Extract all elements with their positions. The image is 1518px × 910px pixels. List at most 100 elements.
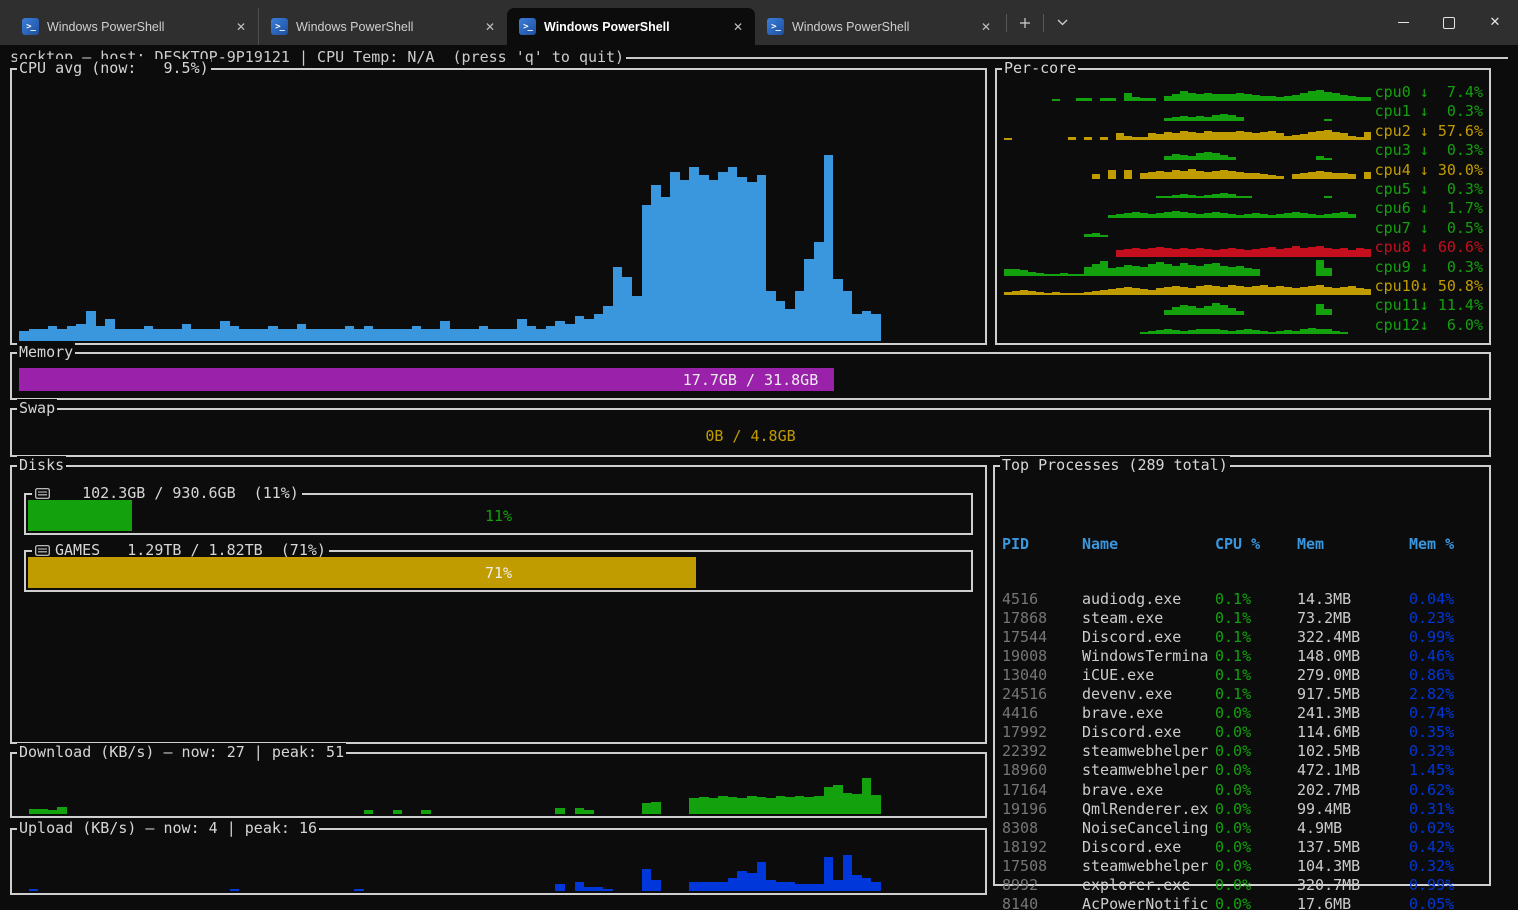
minimize-button[interactable] [1380,0,1426,45]
processes-rows: 4516audiodg.exe0.1%14.3MB0.04%17868steam… [995,590,1489,910]
terminal-screen[interactable]: socktop — host: DESKTOP-9P19121 | CPU Te… [0,45,1518,910]
tab[interactable]: >_Windows PowerShell✕ [10,8,258,45]
spark-bar [584,319,594,341]
tab-close-button[interactable]: ✕ [727,18,749,36]
spark-bar [709,180,719,341]
spark-bar [1164,264,1172,276]
spark-bar [1260,214,1268,218]
spark-bar [354,889,364,891]
spark-bar [38,329,48,341]
spark-bar [1148,290,1156,296]
process-cell: 19196 [1002,800,1082,819]
spark-bar [1236,249,1244,256]
spark-bar [1140,332,1148,334]
disk-gauge-games: GAMES 1.29TB / 1.82TB (71%) 71% [24,550,973,592]
tab-dropdown-button[interactable] [1047,8,1077,38]
spark-bar [651,880,661,891]
spark-bar [1228,115,1236,121]
process-cell: 0.1% [1215,628,1297,647]
spark-bar [527,326,537,341]
core-label: cpu0 ↓ 7.4% [1371,83,1485,102]
process-cell: 8992 [1002,876,1082,895]
spark-bar [1268,332,1276,334]
spark-bar [1108,170,1116,179]
process-cell: steam.exe [1082,609,1215,628]
spark-bar [1100,235,1108,237]
terminal-window: >_Windows PowerShell✕>_Windows PowerShel… [0,0,1518,910]
new-tab-button[interactable] [1010,8,1040,38]
spark-bar [1340,95,1348,102]
upload-panel: Upload (KB/s) — now: 4 | peak: 16 [10,828,987,895]
tab-close-button[interactable]: ✕ [975,18,997,36]
spark-bar [1308,132,1316,140]
process-row: 4516audiodg.exe0.1%14.3MB0.04% [995,590,1489,609]
chevron-down-icon [1057,19,1068,26]
process-cell: 4416 [1002,704,1082,723]
spark-bar [1276,286,1284,295]
process-row: 17164brave.exe0.0%202.7MB0.62% [995,781,1489,800]
spark-bar [642,803,652,814]
spark-bar [613,267,623,341]
spark-bar [1180,287,1188,295]
process-row: 19008WindowsTermina0.1%148.0MB0.46% [995,647,1489,666]
cpu-avg-title: CPU avg (now: 9.5%) [17,59,211,78]
upload-title: Upload (KB/s) — now: 4 | peak: 16 [17,819,319,838]
core-row-cpu9: cpu9 ↓ 0.3% [1004,258,1485,277]
close-button[interactable]: ✕ [1472,0,1518,45]
tab[interactable]: >_Windows PowerShell✕ [258,8,507,45]
spark-bar [1276,97,1284,102]
core-row-cpu1: cpu1 ↓ 0.3% [1004,102,1485,121]
tab[interactable]: >_Windows PowerShell✕ [755,8,1003,45]
spark-bar [747,182,757,341]
spark-bar [1212,115,1220,121]
spark-bar [1044,293,1052,296]
spark-bar [1212,329,1220,334]
process-cell: steamwebhelper [1082,857,1215,876]
spark-bar [1284,213,1292,218]
tab-close-button[interactable]: ✕ [230,18,252,36]
process-cell: 0.02% [1409,819,1489,838]
spark-bar [431,329,441,341]
spark-bar [1276,176,1284,179]
disk-gauge-bar: 71% [28,557,969,588]
process-row: 4416brave.exe0.0%241.3MB0.74% [995,704,1489,723]
spark-bar [1164,196,1172,199]
spark-bar [1092,264,1100,276]
spark-bar [1244,329,1252,334]
spark-bar [1172,133,1180,140]
process-cell: 202.7MB [1297,781,1409,800]
spark-bar [316,329,326,341]
spark-bar [1108,268,1116,276]
titlebar-drag-area[interactable] [1077,0,1380,45]
spark-bar [1172,170,1180,179]
tab-close-button[interactable]: ✕ [479,18,501,36]
spark-bar [1364,172,1371,179]
column-header: Mem [1297,535,1409,554]
download-title: Download (KB/s) — now: 27 | peak: 51 [17,743,346,762]
spark-bar [1244,268,1252,276]
spark-bar [393,329,403,341]
spark-bar [1268,175,1276,179]
process-cell: brave.exe [1082,781,1215,800]
process-cell: 114.6MB [1297,723,1409,742]
spark-bar [1236,311,1244,315]
maximize-button[interactable] [1426,0,1472,45]
core-sparkline [1004,102,1371,121]
spark-bar [1324,329,1332,334]
spark-bar [1156,288,1164,295]
spark-bar [29,809,39,814]
tab[interactable]: >_Windows PowerShell✕ [507,8,755,45]
process-cell: 8140 [1002,895,1082,910]
spark-bar [239,329,249,341]
spark-bar [1324,92,1332,101]
process-cell: Discord.exe [1082,838,1215,857]
spark-bar [230,889,240,891]
core-sparkline [1004,199,1371,218]
spark-bar [1220,266,1228,276]
spark-bar [488,329,498,341]
spark-bar [182,324,192,341]
process-cell: 0.99% [1409,628,1489,647]
spark-bar [747,873,757,891]
spark-bar [1316,90,1324,101]
column-header: Name [1082,535,1215,554]
